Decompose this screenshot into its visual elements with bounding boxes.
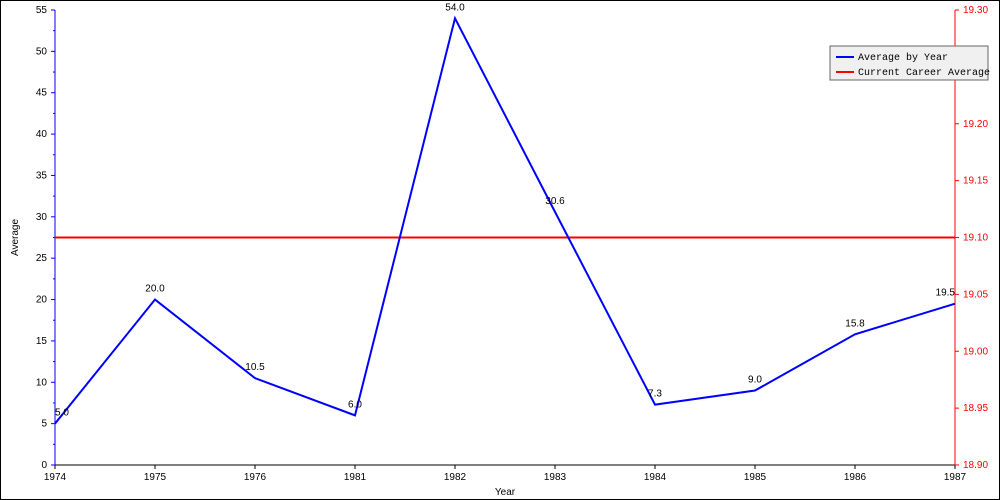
data-label: 19.5: [936, 288, 956, 299]
y-left-axis-label: Average: [10, 219, 21, 257]
x-tick-label: 1982: [444, 472, 467, 483]
legend-label: Current Career Average: [858, 68, 990, 79]
y-left-tick-label: 50: [36, 46, 48, 57]
chart-container: { "chart": { "type": "line-dual-axis", "…: [0, 0, 1000, 500]
x-tick-label: 1976: [244, 472, 267, 483]
y-left-tick-label: 40: [36, 129, 48, 140]
y-right-tick-label: 19.10: [963, 233, 988, 244]
data-label: 15.8: [845, 318, 865, 329]
data-label: 5.0: [55, 408, 69, 419]
y-right-tick-label: 19.30: [963, 5, 988, 16]
x-tick-label: 1985: [744, 472, 767, 483]
y-left-tick-label: 45: [36, 88, 48, 99]
y-left-tick-label: 30: [36, 212, 48, 223]
x-axis-label: Year: [495, 487, 516, 498]
data-label: 30.6: [545, 196, 565, 207]
chart-svg: 1974 1975 1976 1981 1982 1983 1984 1985 1986 1987…: [0, 0, 1000, 500]
y-right-tick-label: 19.15: [963, 176, 988, 187]
data-label: 6.0: [348, 399, 362, 410]
data-label: 9.0: [748, 375, 762, 386]
y-left-tick-label: 15: [36, 336, 48, 347]
y-right-tick-label: 18.90: [963, 460, 988, 471]
y-left-tick-label: 55: [36, 5, 48, 16]
data-label: 54.0: [445, 2, 465, 13]
x-tick-label: 1975: [144, 472, 167, 483]
x-tick-label: 1983: [544, 472, 567, 483]
legend-label: Average by Year: [858, 52, 948, 64]
y-right-tick-label: 19.00: [963, 346, 988, 357]
y-left-tick-label: 10: [36, 377, 48, 388]
data-label: 20.0: [145, 284, 165, 295]
y-left-tick-label: 5: [41, 419, 47, 430]
y-right-tick-label: 19.20: [963, 119, 988, 130]
y-right-tick-label: 18.95: [963, 403, 988, 414]
x-tick-label: 1981: [344, 472, 367, 483]
y-right-tick-label: 19.05: [963, 289, 988, 300]
x-tick-label: 1986: [844, 472, 867, 483]
data-label: 10.5: [245, 362, 265, 373]
x-tick-label: 1974: [44, 472, 67, 483]
x-tick-label: 1984: [644, 472, 667, 483]
x-tick-label: 1987: [944, 472, 967, 483]
y-left-tick-label: 35: [36, 170, 48, 181]
y-left-tick-label: 0: [41, 460, 47, 471]
y-left-tick-label: 20: [36, 295, 48, 306]
data-label: 7.3: [648, 389, 662, 400]
y-left-tick-label: 25: [36, 253, 48, 264]
